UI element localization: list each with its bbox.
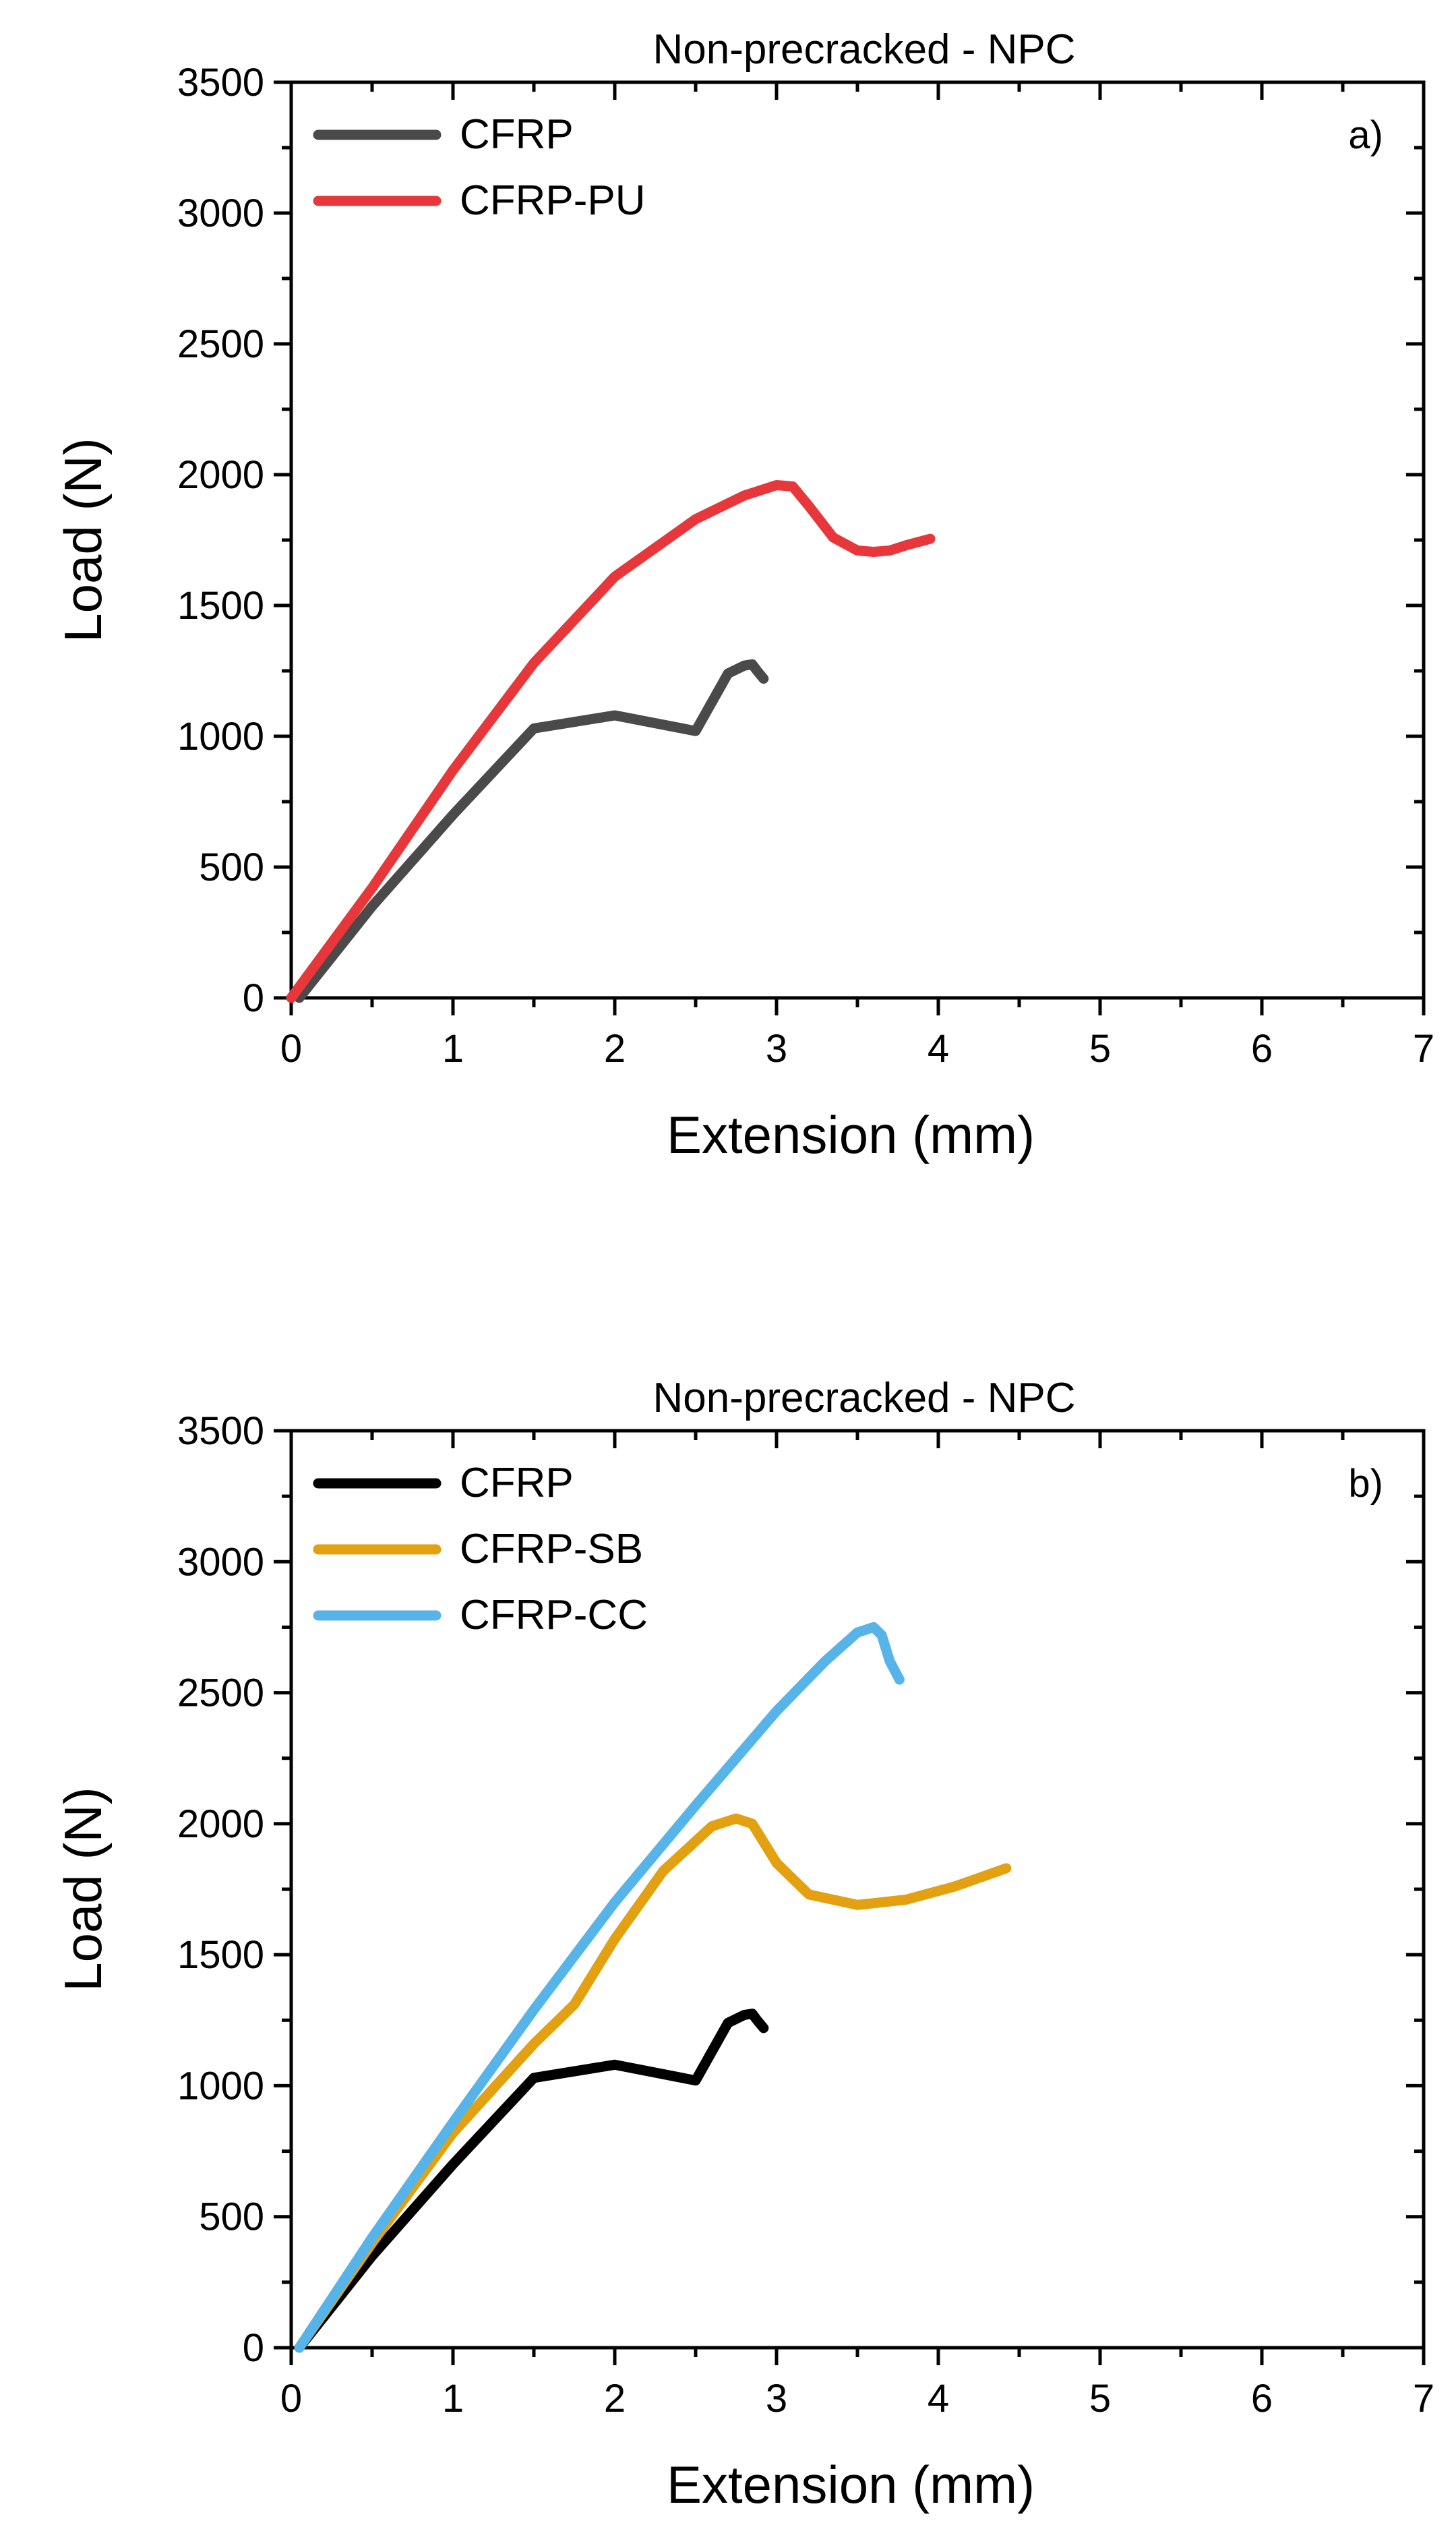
chart-title: Non-precracked - NPC [653,26,1075,73]
x-tick-label: 3 [766,2377,787,2421]
x-tick-label: 2 [604,1027,626,1071]
y-tick-label: 3500 [177,1409,264,1453]
y-tick-label: 2000 [177,1802,264,1846]
y-tick-label: 1000 [177,715,264,759]
y-tick-label: 2000 [177,453,264,497]
x-tick-label: 1 [442,2377,464,2421]
series-line-cfrp-sb [294,1813,1012,2353]
panel-label: a) [1348,113,1383,157]
x-axis-title: Extension (mm) [667,1105,1035,1164]
panel-label: b) [1348,1462,1383,1506]
y-tick-label: 1000 [177,2064,264,2108]
x-tick-label: 6 [1251,2377,1273,2421]
x-tick-label: 2 [604,2377,626,2421]
y-tick-label: 2500 [177,1671,264,1715]
x-tick-label: 7 [1413,1027,1434,1071]
legend-label: CFRP-CC [460,1592,648,1638]
chart-panel-b: 0 1 2 3 4 5 6 7 0 500 1000 1500 2000 2500 3000 3500 Exte… [53,1375,1434,2514]
y-tick-label: 500 [199,845,264,889]
x-tick-label: 3 [766,1027,787,1071]
y-tick-label: 1500 [177,584,264,628]
y-axis-title: Load (N) [53,1787,113,1991]
y-tick-label: 2500 [177,322,264,366]
y-tick-label: 3500 [177,61,264,105]
legend-label: CFRP-PU [460,177,646,224]
x-tick-label: 7 [1413,2377,1434,2421]
x-tick-label: 4 [928,2377,949,2421]
x-axis-title: Extension (mm) [667,2455,1035,2514]
x-tick-label: 4 [928,1027,949,1071]
series-line-cfrp [294,659,769,1003]
y-tick-label: 500 [199,2195,264,2239]
y-tick-label: 0 [243,976,264,1020]
series-line-cfrp [294,2009,769,2353]
chart-panel-a: 0 1 2 3 4 5 6 7 0 500 1000 1500 2000 2500 3000 3500 Exte… [53,26,1434,1164]
series-line-cfrp-cc [294,1622,905,2353]
chart-title: Non-precracked - NPC [653,1375,1075,1421]
legend-label: CFRP [460,1460,574,1506]
x-tick-label: 5 [1089,2377,1111,2421]
y-tick-label: 1500 [177,1933,264,1977]
y-tick-label: 3000 [177,191,264,235]
x-tick-label: 5 [1089,1027,1111,1071]
y-axis-title: Load (N) [53,438,113,642]
y-tick-label: 0 [243,2326,264,2370]
x-tick-label: 1 [442,1027,464,1071]
legend-label: CFRP-SB [460,1526,643,1572]
series-line-cfrp-pu [286,480,936,1003]
y-tick-label: 3000 [177,1540,264,1584]
x-tick-label: 0 [280,2377,302,2421]
x-tick-label: 0 [280,1027,302,1071]
x-tick-label: 6 [1251,1027,1273,1071]
legend-label: CFRP [460,111,574,158]
